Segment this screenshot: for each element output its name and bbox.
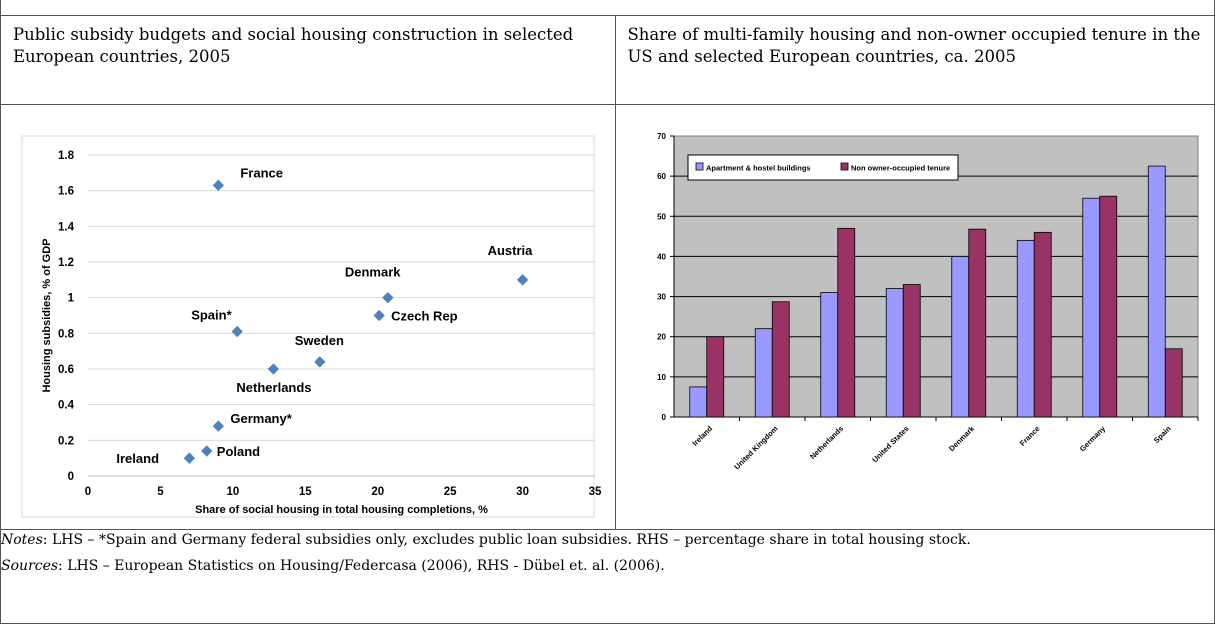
scatter-chart: 0 0.2 0.4 0.6 0.8 1 1.2 1.4 1.6 1.8 0 5 10 15 20 25 30 35… [21, 135, 602, 518]
point-label: Czech Rep [391, 309, 458, 324]
y-tick-label: 1.6 [58, 186, 74, 198]
point-label: Denmark [345, 265, 401, 280]
bar [902, 284, 921, 418]
scatter-point [267, 363, 280, 375]
bar [819, 292, 838, 418]
bar [950, 256, 969, 418]
legend-swatch [695, 162, 703, 171]
point-label: Austria [488, 243, 534, 258]
bar [1164, 348, 1183, 418]
x-tick-label: 30 [516, 486, 529, 498]
y-tick-label: 20 [657, 333, 666, 342]
x-tick-label: 10 [226, 486, 239, 498]
x-tick-label: Spain [1151, 424, 1172, 445]
point-label: Netherlands [236, 380, 311, 395]
x-tick-label: 20 [371, 486, 384, 498]
sources-label: Sources [1, 558, 59, 574]
notes-label: Notes [1, 532, 43, 548]
bar [1098, 195, 1117, 418]
bar [771, 301, 790, 418]
x-tick-label: Germany [1077, 423, 1107, 453]
x-tick-label: 35 [589, 486, 602, 498]
chart-area-border [21, 135, 595, 518]
legend-swatch [840, 162, 848, 171]
bar [688, 386, 707, 418]
point-label: Poland [217, 444, 260, 459]
scatter-point [183, 452, 196, 464]
y-tick-label: 50 [657, 212, 666, 221]
x-tick-label: 0 [85, 486, 91, 498]
bar-chart: 0 10 20 30 40 50 60 70 Ireland United Kingdom Neth… [657, 132, 1198, 472]
left-chart-cell: 0 0.2 0.4 0.6 0.8 1 1.2 1.4 1.6 1.8 0 5 10 15 20 25 30 35… [0, 104, 616, 530]
x-tick-label: 25 [444, 486, 457, 498]
x-axis-title: Share of social housing in total housing… [195, 504, 488, 516]
bar [1033, 231, 1052, 418]
x-tick-label: Denmark [947, 423, 977, 453]
y-tick-label: 0 [661, 413, 666, 422]
scatter-point [382, 292, 394, 304]
right-caption-cell: Share of multi-family housing and non-ow… [614, 15, 1215, 105]
sources-paragraph: Sources: LHS – European Statistics on Ho… [1, 556, 1214, 576]
left-caption-cell: Public subsidy budgets and social housin… [0, 15, 616, 105]
point-label: France [240, 165, 283, 180]
x-tick-label: Netherlands [808, 424, 845, 461]
y-tick-label: 40 [657, 252, 666, 261]
x-tick-label: 15 [299, 486, 312, 498]
bar [1081, 197, 1100, 418]
y-tick-label: 1.2 [58, 257, 74, 269]
bar [1016, 239, 1035, 418]
left-chart-caption: Public subsidy budgets and social housin… [13, 25, 574, 66]
right-chart-cell: 0 10 20 30 40 50 60 70 Ireland United Kingdom Neth… [614, 104, 1215, 530]
bar [836, 227, 855, 418]
bar [967, 228, 986, 418]
x-tick-label: 5 [157, 486, 164, 498]
bar [754, 328, 773, 418]
y-tick-label: 70 [657, 132, 666, 141]
figure-table: Public subsidy budgets and social housin… [0, 15, 1215, 624]
right-chart-caption: Share of multi-family housing and non-ow… [627, 25, 1201, 66]
x-tick-label: United Kingdom [732, 424, 780, 472]
notes-cell: Notes: LHS – *Spain and Germany federal … [0, 529, 1215, 624]
notes-paragraph: Notes: LHS – *Spain and Germany federal … [1, 530, 1214, 550]
y-tick-label: 30 [657, 293, 666, 302]
scatter-point [314, 356, 326, 368]
y-axis-title: Housing subsidies, % of GDP [41, 238, 53, 392]
scatter-point [373, 309, 385, 322]
bar [1147, 165, 1166, 418]
scatter-point [201, 445, 213, 457]
legend-box [687, 154, 958, 181]
x-tick-label: United States [870, 424, 910, 464]
y-tick-label: 0 [68, 471, 74, 483]
point-label: Sweden [295, 333, 344, 348]
x-tick-label: Ireland [690, 424, 714, 448]
y-tick-label: 10 [657, 373, 666, 382]
y-tick-label: 1.8 [58, 150, 75, 162]
scatter-point [516, 274, 529, 286]
legend-label: Apartment & hostel buildings [706, 164, 811, 173]
x-tick-label: France [1017, 424, 1041, 448]
sources-text: : LHS – European Statistics on Housing/F… [58, 558, 665, 574]
bar [705, 336, 724, 418]
y-tick-label: 1 [68, 293, 75, 305]
y-tick-label: 0.4 [58, 400, 75, 412]
y-tick-label: 60 [657, 172, 666, 181]
point-label: Spain* [191, 308, 232, 323]
y-tick-label: 0.8 [58, 328, 75, 340]
scatter-point [212, 420, 225, 432]
point-label: Ireland [116, 451, 159, 466]
bar [885, 288, 904, 418]
y-tick-label: 0.6 [58, 364, 74, 376]
scatter-point [231, 325, 243, 338]
notes-text: : LHS – *Spain and Germany federal subsi… [42, 532, 971, 548]
y-tick-label: 0.2 [58, 435, 74, 447]
legend-label: Non owner-occupied tenure [851, 164, 950, 173]
top-rule [0, 0, 1215, 15]
point-label: Germany* [230, 411, 292, 426]
y-tick-label: 1.4 [58, 221, 75, 233]
